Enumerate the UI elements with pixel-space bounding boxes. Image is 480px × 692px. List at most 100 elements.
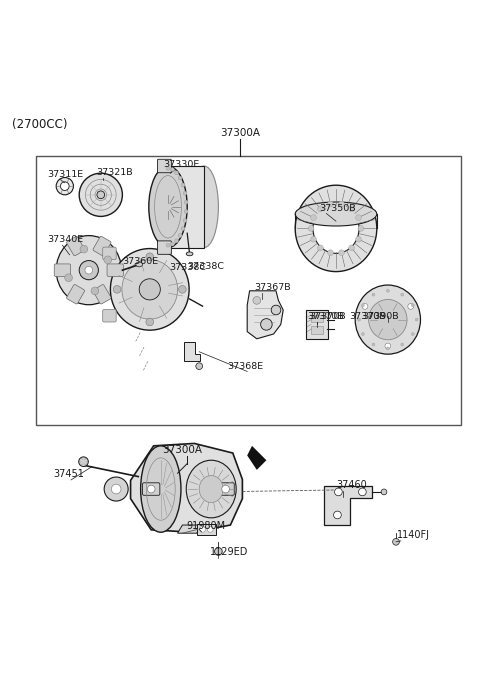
Ellipse shape [196, 363, 203, 370]
Text: 37367B: 37367B [254, 283, 291, 292]
Bar [197, 524, 216, 535]
Text: 37370B: 37370B [307, 311, 344, 320]
Text: 1140FJ: 1140FJ [396, 530, 430, 540]
Text: 37350B: 37350B [319, 203, 356, 212]
Text: 37330E: 37330E [163, 161, 200, 170]
Ellipse shape [408, 304, 414, 309]
FancyBboxPatch shape [157, 241, 171, 255]
Text: 37338C: 37338C [169, 263, 206, 272]
Ellipse shape [111, 484, 121, 494]
Ellipse shape [348, 206, 354, 212]
Ellipse shape [170, 167, 174, 172]
Ellipse shape [401, 293, 404, 296]
Ellipse shape [184, 200, 188, 204]
Ellipse shape [79, 457, 88, 466]
FancyBboxPatch shape [54, 264, 71, 276]
Ellipse shape [327, 250, 333, 255]
Ellipse shape [175, 239, 179, 243]
Ellipse shape [207, 527, 213, 532]
FancyBboxPatch shape [217, 483, 234, 495]
Ellipse shape [411, 333, 414, 336]
Text: 37321B: 37321B [96, 168, 132, 177]
Ellipse shape [385, 343, 391, 349]
FancyBboxPatch shape [157, 159, 171, 173]
Ellipse shape [141, 446, 181, 532]
Polygon shape [324, 486, 372, 525]
FancyBboxPatch shape [103, 309, 116, 322]
Ellipse shape [181, 183, 185, 187]
Text: 37460: 37460 [336, 480, 367, 490]
Polygon shape [178, 525, 201, 534]
Ellipse shape [318, 245, 324, 251]
Ellipse shape [361, 333, 364, 336]
Text: 37368E: 37368E [227, 362, 263, 371]
Ellipse shape [369, 300, 407, 340]
Ellipse shape [359, 488, 366, 495]
Bar [311, 327, 323, 334]
Text: 1129ED: 1129ED [210, 547, 249, 557]
Ellipse shape [79, 173, 122, 217]
FancyBboxPatch shape [93, 237, 111, 256]
Ellipse shape [97, 191, 105, 199]
Ellipse shape [183, 191, 187, 195]
Text: 37370B: 37370B [349, 312, 386, 321]
Ellipse shape [181, 227, 185, 230]
Polygon shape [184, 342, 200, 361]
Ellipse shape [381, 489, 387, 495]
Text: 37300A: 37300A [162, 446, 203, 455]
Ellipse shape [149, 166, 187, 248]
Text: 37370B: 37370B [310, 312, 346, 321]
Ellipse shape [190, 166, 218, 248]
Ellipse shape [411, 304, 414, 307]
Text: 37311E: 37311E [47, 170, 83, 179]
Ellipse shape [80, 245, 88, 253]
Ellipse shape [199, 475, 223, 502]
Ellipse shape [313, 203, 359, 253]
Ellipse shape [335, 488, 342, 495]
Ellipse shape [334, 511, 341, 519]
Ellipse shape [355, 285, 420, 354]
Bar [306, 310, 328, 339]
Ellipse shape [139, 279, 160, 300]
Text: 37300A: 37300A [220, 128, 260, 138]
Ellipse shape [179, 286, 186, 293]
Ellipse shape [356, 237, 361, 242]
Polygon shape [247, 291, 283, 339]
Ellipse shape [261, 318, 272, 330]
Ellipse shape [104, 477, 128, 501]
FancyBboxPatch shape [67, 237, 84, 256]
Ellipse shape [147, 485, 155, 493]
FancyBboxPatch shape [67, 284, 84, 304]
Ellipse shape [295, 202, 377, 226]
Ellipse shape [178, 234, 182, 237]
Ellipse shape [393, 538, 399, 545]
Ellipse shape [386, 347, 389, 350]
FancyBboxPatch shape [103, 247, 116, 260]
Ellipse shape [401, 343, 404, 346]
Ellipse shape [91, 287, 99, 295]
Ellipse shape [295, 185, 377, 271]
Ellipse shape [110, 248, 189, 330]
Ellipse shape [200, 527, 205, 532]
Ellipse shape [358, 318, 360, 321]
FancyBboxPatch shape [93, 284, 111, 304]
FancyBboxPatch shape [107, 264, 123, 276]
Ellipse shape [358, 226, 364, 231]
Ellipse shape [386, 289, 389, 292]
Ellipse shape [175, 171, 179, 174]
Ellipse shape [339, 201, 345, 207]
Text: 37451: 37451 [54, 469, 84, 480]
Ellipse shape [170, 242, 174, 246]
Text: 37340E: 37340E [47, 235, 83, 244]
Ellipse shape [79, 261, 98, 280]
Ellipse shape [327, 201, 333, 207]
Ellipse shape [60, 182, 69, 190]
Text: 37338C: 37338C [187, 262, 224, 271]
Bar [36, 156, 461, 425]
Ellipse shape [136, 262, 143, 267]
Text: (2700CC): (2700CC) [12, 118, 68, 131]
Ellipse shape [184, 210, 188, 213]
Ellipse shape [122, 260, 178, 319]
Text: 91980M: 91980M [186, 521, 226, 531]
Ellipse shape [415, 318, 418, 321]
